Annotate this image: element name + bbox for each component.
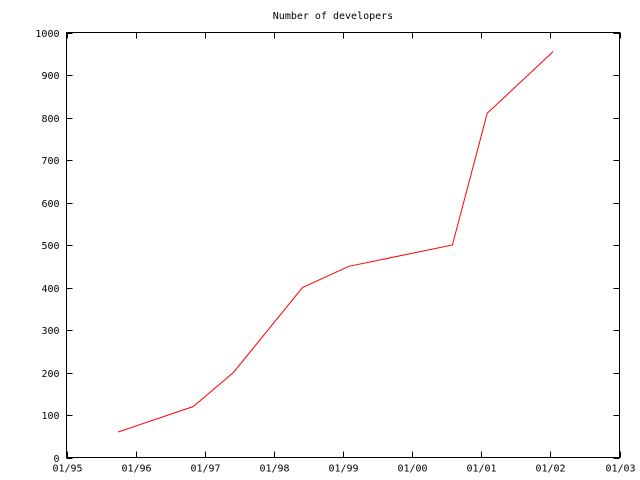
- x-tick-label: 01/00: [397, 464, 427, 475]
- y-tick-label: 900: [41, 71, 59, 82]
- y-tick-label: 300: [41, 326, 59, 337]
- chart-title: Number of developers: [273, 11, 393, 22]
- x-tick-label: 01/02: [535, 464, 565, 475]
- x-tick-label: 01/99: [328, 464, 358, 475]
- y-tick-label: 400: [41, 284, 59, 295]
- plot-frame: [66, 32, 620, 458]
- y-tick-label: 600: [41, 199, 59, 210]
- x-tick-label: 01/98: [259, 464, 289, 475]
- series-line: [118, 51, 554, 433]
- y-tick-label: 0: [53, 454, 59, 465]
- y-tick-label: 800: [41, 114, 59, 125]
- y-tick-label: 100: [41, 411, 59, 422]
- y-tick-label: 1000: [35, 29, 59, 40]
- x-tick-label: 01/03: [605, 464, 635, 475]
- x-tick-label: 01/01: [466, 464, 496, 475]
- plot-area: [118, 51, 554, 433]
- x-tick-label: 01/97: [190, 464, 220, 475]
- y-tick-label: 700: [41, 156, 59, 167]
- y-tick-label: 200: [41, 369, 59, 380]
- axes: 0 100 200 300 400 500 600 700 800 900 1000 01/95 01/…: [35, 29, 635, 475]
- x-tick-label: 01/95: [52, 464, 82, 475]
- y-tick-label: 500: [41, 241, 59, 252]
- x-tick-label: 01/96: [121, 464, 151, 475]
